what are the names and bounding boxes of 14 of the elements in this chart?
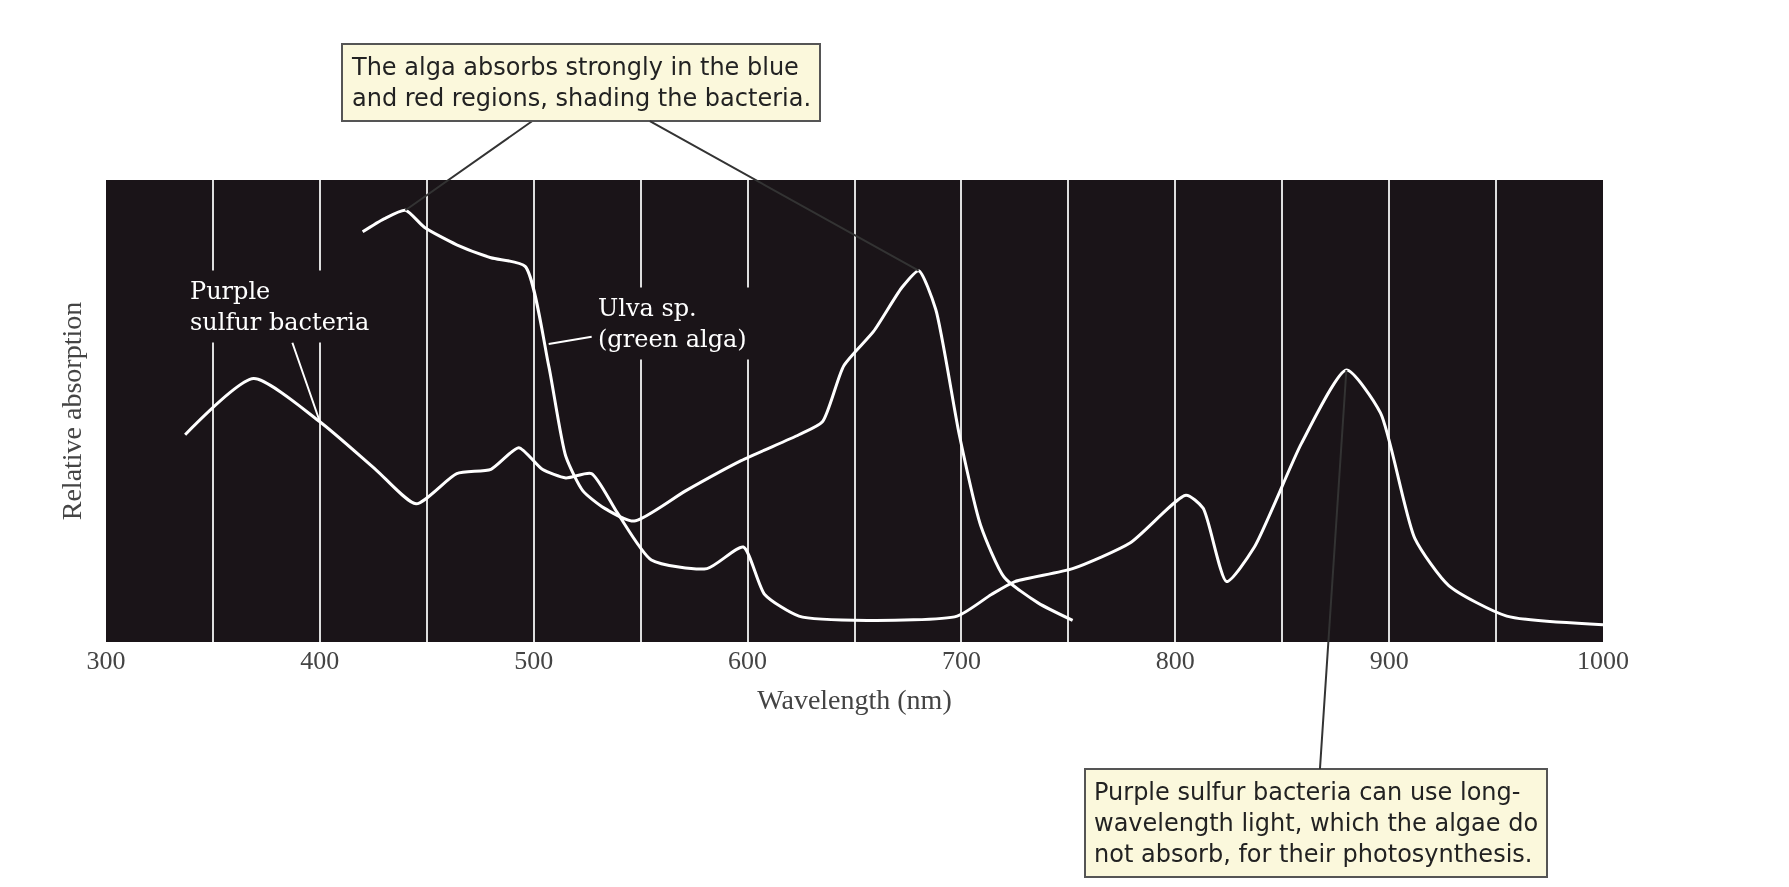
x-tick-label: 400 (300, 646, 340, 675)
x-tick-label: 300 (86, 646, 126, 675)
x-tick-label: 600 (728, 646, 768, 675)
x-tick-label: 700 (941, 646, 981, 675)
x-tick-label: 1000 (1577, 646, 1629, 675)
y-axis-title: Relative absorption (55, 301, 87, 521)
x-tick-label: 800 (1155, 646, 1195, 675)
x-axis-title: Wavelength (nm) (757, 684, 952, 716)
annotation: Purple sulfur bacteria (190, 277, 370, 337)
annotation: The alga absorbs strongly in the blue and red regions, shading the bacteria. (351, 53, 812, 113)
x-tick-label: 500 (514, 646, 554, 675)
annotation: Purple sulfur bacteria can use long- wavelength light, which the algae do not absorb, for their photosynthesis. (1094, 778, 1539, 869)
x-tick-label: 900 (1369, 646, 1409, 675)
annotation: Ulva sp. (green alga) (598, 294, 747, 354)
